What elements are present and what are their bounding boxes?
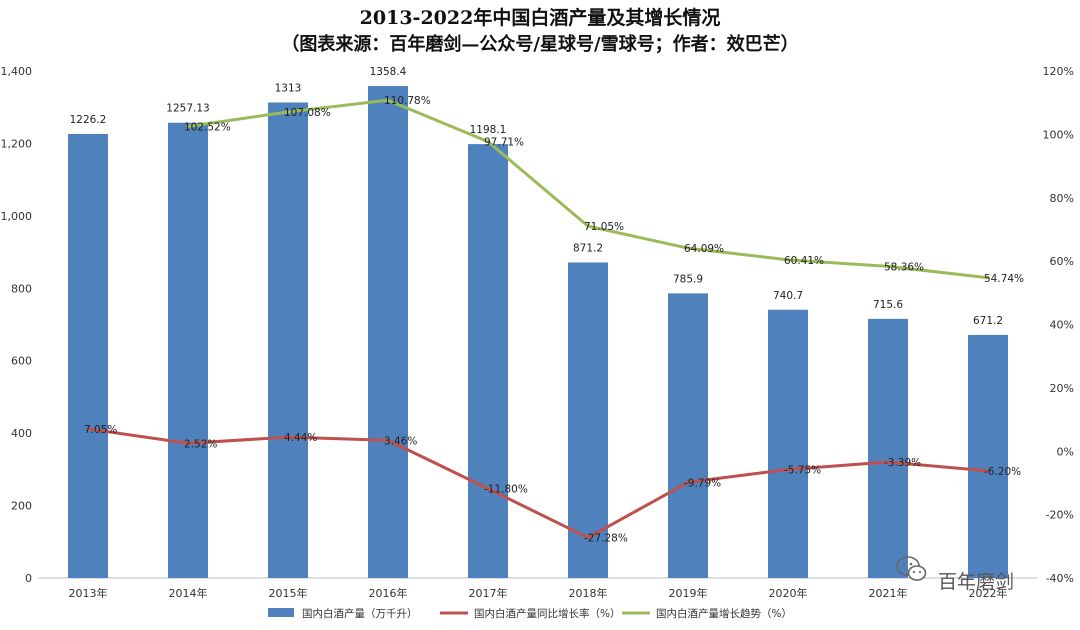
- line-value-label: 102.52%: [184, 121, 231, 133]
- bar: [68, 133, 108, 578]
- legend-label: 国内白酒产量同比增长率（%）: [474, 607, 620, 620]
- y-left-tick-label: 200: [11, 500, 32, 513]
- bar-value-label: 1257.13: [166, 103, 209, 115]
- line-value-label: 7.05%: [84, 424, 117, 436]
- bar: [568, 262, 608, 578]
- y-right-tick-label: 80%: [1050, 192, 1074, 205]
- bar-series: [68, 86, 1008, 579]
- bar: [268, 102, 308, 578]
- chart-title: 2013-2022年中国白酒产量及其增长情况: [360, 6, 721, 29]
- y-left-tick-label: 1,200: [1, 137, 33, 150]
- wechat-icon: [896, 556, 927, 581]
- line-value-label: -3.39%: [884, 457, 921, 469]
- line-value-label: 64.09%: [684, 243, 724, 255]
- y-left-tick-label: 800: [11, 282, 32, 295]
- line-value-label: -5.75%: [784, 464, 821, 476]
- bar-value-label: 871.2: [573, 243, 603, 255]
- growth-trend-line: [186, 98, 990, 280]
- y-right-tick-label: 120%: [1043, 65, 1074, 78]
- legend: 国内白酒产量（万千升） 国内白酒产量同比增长率（%） 国内白酒产量增长趋势（%）: [268, 607, 792, 620]
- bar: [668, 293, 708, 578]
- bar-value-label: 715.6: [873, 299, 903, 311]
- bar: [968, 334, 1008, 578]
- y-right-tick-label: 60%: [1050, 255, 1074, 268]
- watermark-text: 百年磨剑: [938, 571, 1014, 593]
- bar-value-label: 671.2: [973, 315, 1003, 327]
- bar-value-label: 785.9: [673, 273, 703, 285]
- line-value-label: -27.28%: [584, 533, 628, 545]
- x-tick-label: 2014年: [169, 586, 208, 600]
- line-value-label: 107.08%: [284, 107, 331, 119]
- y-left-tick-label: 1,000: [1, 210, 33, 223]
- bar: [768, 309, 808, 578]
- watermark: 百年磨剑: [896, 556, 1014, 593]
- y-right-tick-label: -40%: [1046, 572, 1074, 585]
- line-value-label: 2.52%: [184, 438, 217, 450]
- x-tick-label: 2017年: [469, 586, 508, 600]
- line-series: [86, 98, 990, 540]
- legend-label: 国内白酒产量（万千升）: [302, 607, 418, 620]
- bar-value-label: 740.7: [773, 290, 803, 302]
- line-value-label: -11.80%: [484, 484, 528, 496]
- y-right-tick-label: 100%: [1043, 128, 1074, 141]
- line-value-label: -6.20%: [984, 466, 1021, 478]
- y-left-tick-label: 600: [11, 355, 32, 368]
- growth-rate-line: [86, 427, 990, 540]
- legend-label: 国内白酒产量增长趋势（%）: [656, 607, 792, 620]
- legend-swatch: [268, 608, 294, 617]
- bar-value-label: 1198.1: [470, 124, 507, 136]
- x-tick-label: 2020年: [769, 586, 808, 600]
- x-tick-label: 2018年: [569, 586, 608, 600]
- bar-value-label: 1313: [275, 83, 302, 95]
- x-tick-label: 2015年: [269, 586, 308, 600]
- bar: [168, 122, 208, 578]
- line-value-label: 60.41%: [784, 255, 824, 267]
- x-tick-label: 2022年: [969, 586, 1008, 600]
- bar: [468, 144, 508, 578]
- x-tick-label: 2013年: [69, 586, 108, 600]
- axes: 0 200 400 600 800 1,000 1,200 1,400 -40% -20% 0% 20…: [1, 65, 1075, 600]
- y-left-tick-label: 1,400: [1, 65, 33, 78]
- bar-value-label: 1226.2: [70, 114, 107, 126]
- line-value-label: 71.05%: [584, 221, 624, 233]
- line-value-label: 3.46%: [384, 435, 417, 447]
- line-value-label: 97.71%: [484, 137, 524, 149]
- line-value-label: 54.74%: [984, 273, 1024, 285]
- x-tick-label: 2019年: [669, 586, 708, 600]
- bar-value-label: 1358.4: [370, 66, 407, 78]
- x-tick-label: 2016年: [369, 586, 408, 600]
- y-left-tick-label: 0: [25, 572, 32, 585]
- legend-item-production: 国内白酒产量（万千升）: [268, 607, 418, 620]
- line-value-label: -9.79%: [684, 477, 721, 489]
- y-right-tick-label: -20%: [1046, 509, 1074, 522]
- line-value-label: 110.78%: [384, 95, 431, 107]
- y-left-tick-label: 400: [11, 427, 32, 440]
- data-labels: 1226.2 1257.13 1313 1358.4 1198.1 871.2 785.9 7…: [70, 66, 1024, 545]
- bar: [868, 318, 908, 578]
- legend-item-growth-rate: 国内白酒产量同比增长率（%）: [440, 607, 620, 620]
- y-right-tick-label: 40%: [1050, 319, 1074, 332]
- bar: [368, 86, 408, 579]
- y-right-tick-label: 20%: [1050, 382, 1074, 395]
- chart-subtitle: （图表来源：百年磨剑—公众号/星球号/雪球号；作者：效巴芒）: [281, 33, 798, 55]
- legend-item-growth-trend: 国内白酒产量增长趋势（%）: [622, 607, 792, 620]
- x-tick-label: 2021年: [869, 586, 908, 600]
- y-right-tick-label: 0%: [1057, 445, 1074, 458]
- line-value-label: 58.36%: [884, 261, 924, 273]
- line-value-label: 4.44%: [284, 432, 317, 444]
